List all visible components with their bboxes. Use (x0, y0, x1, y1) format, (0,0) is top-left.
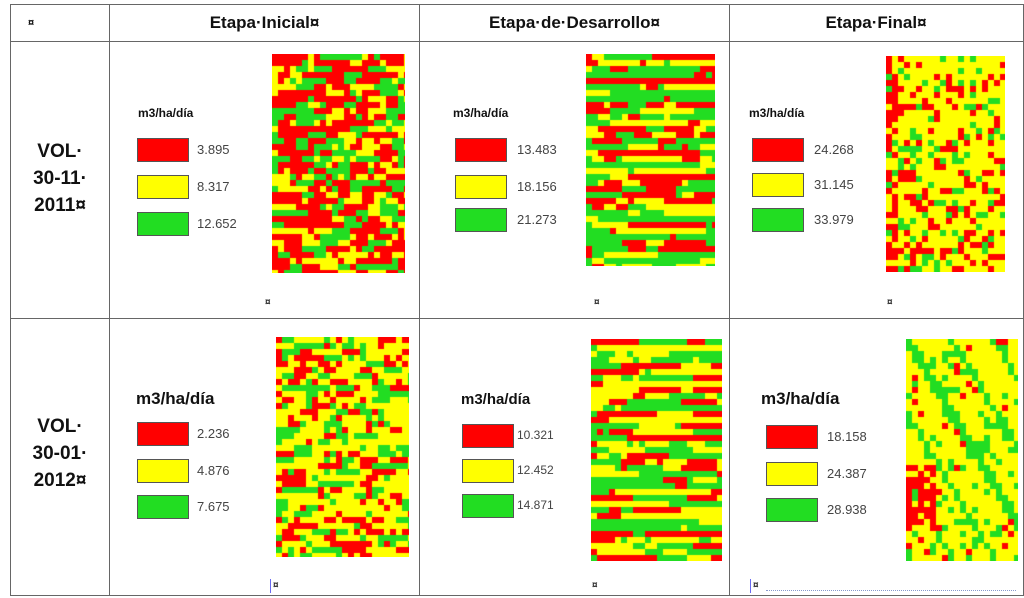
cell-2011-development: m3/ha/día 13.483 18.156 21.273 ¤ (420, 42, 729, 318)
cell-2011-initial: m3/ha/día 3.895 8.317 12.652 ¤ (110, 42, 419, 318)
legend-swatch-green (137, 212, 189, 236)
legend-swatch-red (462, 424, 514, 448)
legend-swatch-yellow (766, 462, 818, 486)
cell-2012-development: m3/ha/día 10.321 12.452 14.871 ¤ (420, 319, 729, 595)
legend-unit: m3/ha/día (136, 389, 215, 408)
cell-2012-final: m3/ha/día 18.158 24.387 28.938 ¤ (730, 319, 1022, 595)
paragraph-mark: ¤ (753, 580, 759, 591)
legend-value: 12.452 (517, 463, 554, 477)
corner-mark: ¤ (27, 17, 35, 29)
header-stage-development: Etapa·de·Desarrollo¤ (489, 13, 660, 32)
paragraph-mark: ¤ (592, 580, 598, 591)
volume-raster-map (276, 337, 409, 557)
col-divider (419, 5, 420, 595)
legend-swatch-yellow (137, 175, 189, 199)
volume-raster-map (886, 56, 1005, 272)
legend-value: 14.871 (517, 498, 554, 512)
legend-value: 24.387 (827, 466, 867, 481)
legend-swatch-green (752, 208, 804, 232)
legend-swatch-green (137, 495, 189, 519)
legend-value: 33.979 (814, 212, 854, 227)
legend-swatch-red (455, 138, 507, 162)
paragraph-mark: ¤ (594, 297, 600, 308)
legend-value: 3.895 (197, 142, 230, 157)
dotted-rule (766, 590, 1016, 591)
row-label-line: 30-11· (33, 168, 87, 189)
legend-value: 13.483 (517, 142, 557, 157)
legend-value: 2.236 (197, 426, 230, 441)
row-label-2011: VOL· 30-11· 2011¤ (11, 138, 109, 219)
volume-raster-map (591, 339, 722, 561)
row-label-2012: VOL· 30-01· 2012¤ (11, 413, 109, 494)
legend-swatch-green (455, 208, 507, 232)
volume-raster-map (272, 54, 405, 273)
legend-swatch-yellow (752, 173, 804, 197)
paragraph-mark: ¤ (887, 297, 893, 308)
cell-2012-initial: m3/ha/día 2.236 4.876 7.675 ¤ (110, 319, 419, 595)
row-label-line: VOL· (37, 141, 83, 162)
paragraph-mark: ¤ (265, 297, 271, 308)
legend-value: 24.268 (814, 142, 854, 157)
volume-raster-map (906, 339, 1018, 561)
legend-unit: m3/ha/día (461, 391, 531, 408)
legend-value: 10.321 (517, 428, 554, 442)
legend-swatch-green (462, 494, 514, 518)
row-label-line: VOL· (37, 416, 83, 437)
header-stage-final: Etapa·Final¤ (825, 13, 927, 32)
row-label-line: 2012¤ (33, 470, 87, 491)
legend-value: 31.145 (814, 177, 854, 192)
results-table: ¤ Etapa·Inicial¤ Etapa·de·Desarrollo¤ Et… (10, 4, 1024, 596)
legend-unit: m3/ha/día (761, 389, 840, 408)
legend-unit: m3/ha/día (749, 106, 805, 120)
legend-value: 18.156 (517, 179, 557, 194)
row-divider (11, 318, 1023, 319)
legend-value: 21.273 (517, 212, 557, 227)
legend-value: 18.158 (827, 429, 867, 444)
legend-swatch-red (137, 422, 189, 446)
cell-2011-final: m3/ha/día 24.268 31.145 33.979 ¤ (730, 42, 1022, 318)
legend-unit: m3/ha/día (453, 106, 509, 120)
row-divider (11, 41, 1023, 42)
legend-value: 28.938 (827, 502, 867, 517)
legend-value: 7.675 (197, 499, 230, 514)
legend-swatch-red (752, 138, 804, 162)
col-divider (109, 5, 110, 595)
row-label-line: 30-01· (32, 443, 88, 464)
row-label-line: 2011¤ (34, 195, 86, 216)
legend-swatch-green (766, 498, 818, 522)
text-cursor (750, 579, 751, 593)
legend-swatch-yellow (462, 459, 514, 483)
legend-value: 8.317 (197, 179, 230, 194)
col-divider (729, 5, 730, 595)
paragraph-mark: ¤ (273, 580, 279, 591)
legend-swatch-yellow (137, 459, 189, 483)
legend-value: 12.652 (197, 216, 237, 231)
legend-swatch-red (137, 138, 189, 162)
header-stage-initial: Etapa·Inicial¤ (209, 13, 320, 32)
legend-unit: m3/ha/día (138, 106, 194, 120)
text-cursor (270, 579, 271, 593)
volume-raster-map (586, 54, 715, 266)
legend-swatch-red (766, 425, 818, 449)
legend-swatch-yellow (455, 175, 507, 199)
legend-value: 4.876 (197, 463, 230, 478)
